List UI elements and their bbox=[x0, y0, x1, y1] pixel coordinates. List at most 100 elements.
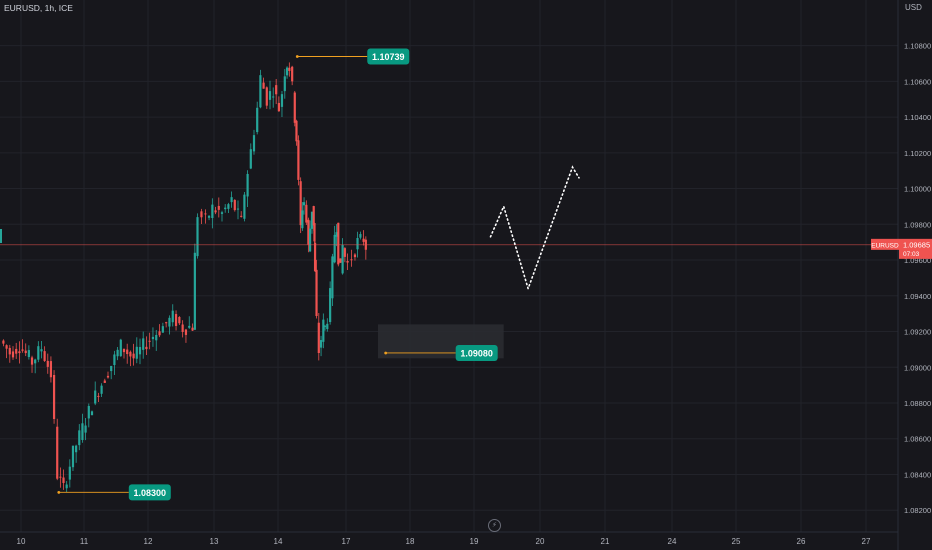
candle-body bbox=[214, 210, 217, 213]
candle-body bbox=[262, 82, 265, 89]
symbol-tag-bg bbox=[871, 238, 899, 250]
candle-body bbox=[196, 217, 199, 257]
candle-body bbox=[68, 466, 71, 480]
candle-body bbox=[8, 347, 11, 355]
candle-body bbox=[174, 314, 178, 326]
candle-body bbox=[165, 322, 168, 324]
candle-body bbox=[236, 208, 240, 210]
candle-body bbox=[331, 256, 334, 299]
candle-body bbox=[110, 365, 113, 372]
candle-body bbox=[319, 340, 323, 348]
x-tick-label: 26 bbox=[797, 537, 806, 546]
y-tick-label: 1.08400 bbox=[904, 470, 931, 479]
candle-body bbox=[307, 219, 310, 245]
candle-body bbox=[323, 325, 327, 327]
candle-body bbox=[265, 87, 268, 106]
x-tick-label: 27 bbox=[862, 537, 871, 546]
candle-body bbox=[297, 140, 300, 180]
candle-body bbox=[204, 213, 207, 215]
candle-body bbox=[305, 204, 308, 223]
symbol-tag: EURUSD bbox=[871, 242, 899, 249]
candle-body bbox=[329, 288, 332, 323]
candle-body bbox=[126, 349, 129, 355]
candle-body bbox=[145, 346, 148, 350]
candle-body bbox=[233, 200, 236, 211]
candle-body bbox=[87, 405, 90, 419]
candle-body bbox=[30, 357, 34, 365]
candle-body bbox=[317, 322, 320, 354]
candle-body bbox=[106, 375, 110, 378]
x-tick-label: 13 bbox=[210, 537, 219, 546]
candle-body bbox=[46, 360, 49, 367]
candle-body bbox=[240, 215, 243, 217]
price-tag-bg bbox=[899, 238, 932, 259]
y-tick-label: 1.08200 bbox=[904, 506, 931, 515]
candle-body bbox=[62, 477, 65, 483]
y-tick-label: 1.09000 bbox=[904, 363, 931, 372]
candle-body bbox=[81, 423, 84, 440]
candle-body bbox=[18, 351, 21, 354]
candle-body bbox=[132, 353, 135, 359]
candle-body bbox=[256, 107, 259, 133]
candle-body bbox=[220, 212, 224, 214]
y-tick-label: 1.09800 bbox=[904, 220, 931, 229]
candle-body bbox=[116, 349, 119, 357]
lightning-icon[interactable]: ⚡ bbox=[488, 519, 501, 532]
candle-body bbox=[5, 345, 8, 349]
candle-body bbox=[181, 324, 184, 332]
candle-body bbox=[11, 351, 15, 358]
candle-body bbox=[188, 325, 191, 328]
candle-body bbox=[155, 334, 158, 341]
symbol-title: EURUSD, 1h, ICE bbox=[4, 3, 73, 13]
candle-body bbox=[171, 310, 174, 323]
candle-body bbox=[178, 316, 181, 324]
annotation-label-bg bbox=[367, 48, 410, 65]
candle-body bbox=[243, 194, 246, 219]
annotation-label: 1.08300 bbox=[134, 488, 167, 498]
candle-body bbox=[78, 430, 81, 446]
candle-body bbox=[217, 205, 220, 210]
candle-body bbox=[211, 204, 214, 219]
annotation-label: 1.09080 bbox=[460, 348, 493, 358]
candle-body bbox=[291, 66, 294, 82]
x-tick-label: 25 bbox=[732, 537, 741, 546]
candle-body bbox=[339, 258, 342, 263]
candle-body bbox=[129, 351, 132, 357]
candle-body bbox=[21, 349, 24, 351]
price-tag: 1.09685 bbox=[903, 240, 930, 249]
candle-body bbox=[308, 228, 312, 252]
candle-body bbox=[359, 234, 362, 238]
y-tick-label: 1.09600 bbox=[904, 256, 931, 265]
candle-body bbox=[350, 259, 353, 261]
candle-body bbox=[356, 238, 359, 250]
candle-body bbox=[59, 476, 62, 478]
candle-body bbox=[119, 339, 122, 357]
candle-body bbox=[230, 197, 233, 203]
candle-body bbox=[275, 85, 278, 95]
candle-body bbox=[34, 359, 37, 364]
candle-body bbox=[191, 327, 194, 331]
candle-body bbox=[283, 76, 286, 92]
y-tick-label: 1.10200 bbox=[904, 149, 931, 158]
candle-body bbox=[310, 211, 314, 229]
candle-body bbox=[15, 348, 18, 354]
candle-body bbox=[224, 207, 227, 210]
candle-body bbox=[184, 329, 188, 335]
projection-path bbox=[489, 165, 580, 292]
candle-body bbox=[122, 348, 126, 353]
candle-body bbox=[94, 390, 97, 404]
candle-body bbox=[301, 210, 304, 229]
currency-label: USD bbox=[905, 3, 922, 12]
candle-body bbox=[168, 317, 171, 327]
candle-body bbox=[148, 340, 151, 342]
candle-body bbox=[252, 135, 256, 152]
candle-body bbox=[97, 395, 100, 397]
candle-body bbox=[37, 346, 40, 360]
candle-body bbox=[138, 347, 142, 355]
candle-body bbox=[24, 350, 27, 354]
x-tick-label: 12 bbox=[144, 537, 153, 546]
candle-body bbox=[27, 350, 30, 358]
candle-body bbox=[2, 340, 5, 344]
